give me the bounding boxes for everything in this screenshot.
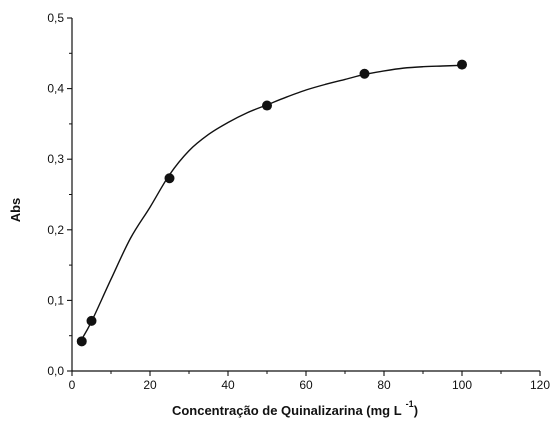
x-tick-label: 0	[69, 378, 76, 392]
x-tick-label: 80	[377, 378, 391, 392]
ticks	[67, 17, 541, 376]
y-axis-title: Abs	[8, 198, 23, 223]
x-axis-title-superscript: -1	[406, 399, 414, 409]
axes	[71, 18, 540, 372]
series	[76, 59, 467, 347]
x-tick-label: 100	[452, 378, 472, 392]
x-tick-label: 20	[143, 378, 157, 392]
data-point	[164, 173, 175, 184]
data-point	[359, 68, 370, 79]
data-point	[262, 100, 272, 111]
x-tick-label: 120	[530, 378, 550, 392]
y-tick-label: 0,0	[47, 364, 64, 378]
y-tick-label: 0,5	[47, 11, 64, 25]
y-tick-label: 0,3	[47, 152, 64, 166]
y-tick-label: 0,4	[47, 82, 64, 96]
y-tick-label: 0,2	[47, 223, 64, 237]
x-tick-label: 60	[299, 378, 313, 392]
data-point	[86, 315, 97, 326]
tick-labels: 0 20 40 60 80 100 120 0,0 0,1 0,2 0,3 0,4 0,5	[47, 11, 550, 392]
x-axis-title: Concentração de Quinalizarina (mg L -1)	[172, 399, 418, 418]
x-axis-title-suffix: )	[414, 403, 418, 418]
data-point	[76, 336, 87, 347]
y-tick-label: 0,1	[47, 293, 64, 307]
x-axis-title-main: Concentração de Quinalizarina (mg L	[172, 403, 402, 418]
x-tick-label: 40	[221, 378, 235, 392]
data-point	[457, 59, 467, 70]
